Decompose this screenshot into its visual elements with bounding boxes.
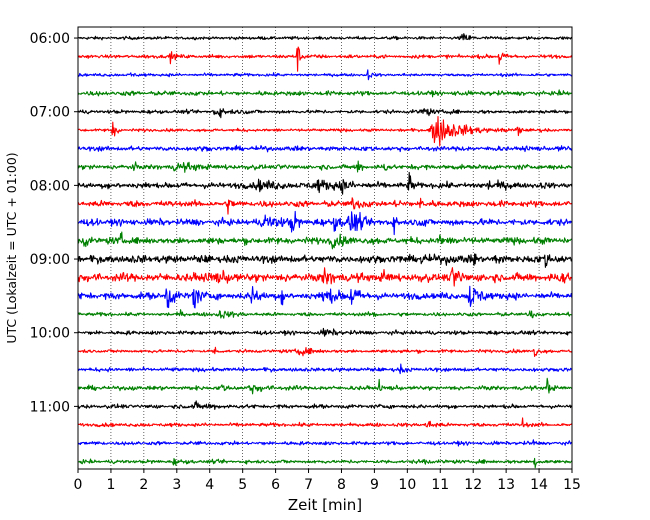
x-tick-label: 2	[139, 477, 148, 493]
plot-frame	[77, 26, 573, 470]
x-tick-label: 4	[205, 477, 214, 493]
y-axis-label: UTC (Lokalzeit = UTC + 01:00)	[4, 152, 19, 343]
trace-line	[77, 285, 573, 309]
trace-line	[77, 327, 573, 337]
trace-line	[77, 69, 573, 81]
trace-line	[77, 33, 572, 41]
y-tick-label: 06:00	[30, 31, 70, 47]
y-tick-label: 08:00	[30, 178, 70, 194]
y-tick-label: 07:00	[30, 105, 70, 121]
trace-line	[77, 457, 573, 469]
trace-line	[77, 363, 572, 375]
trace-line	[77, 417, 573, 428]
y-tick-label: 10:00	[30, 326, 70, 342]
trace-line	[77, 400, 573, 410]
x-axis-label: Zeit [min]	[288, 496, 362, 514]
trace-line	[77, 197, 573, 215]
x-tick-label: 8	[337, 477, 346, 493]
trace-line	[77, 253, 573, 268]
x-tick-label: 1	[106, 477, 115, 493]
trace-line	[77, 439, 572, 447]
x-tick-label: 3	[172, 477, 181, 493]
x-tick-label: 15	[563, 477, 581, 493]
x-tick-label: 10	[398, 477, 416, 493]
x-tick-label: 9	[370, 477, 379, 493]
y-tick-label: 11:00	[30, 399, 70, 415]
trace-line	[77, 210, 573, 236]
y-axis-ticks: 06:00 07:00 08:00 09:00 10:00 11:00	[30, 31, 78, 415]
x-tick-label: 6	[271, 477, 280, 493]
x-tick-label: 11	[431, 477, 449, 493]
trace-line	[77, 116, 573, 147]
trace-line	[77, 377, 573, 395]
x-axis-ticks: 0 1 2 3 4 5 6 7 8 9 10 11 12 13 14 15	[74, 469, 581, 493]
trace-line	[77, 108, 573, 119]
trace-line	[77, 309, 572, 319]
trace-line	[77, 231, 572, 250]
x-tick-label: 7	[304, 477, 313, 493]
x-tick-label: 12	[464, 477, 482, 493]
seismic-traces	[77, 33, 573, 469]
trace-line	[77, 346, 573, 358]
trace-line	[77, 46, 573, 72]
trace-line	[77, 144, 573, 153]
trace-line	[77, 89, 573, 98]
trace-line	[77, 267, 573, 287]
trace-line	[77, 160, 573, 173]
trace-line	[77, 171, 573, 195]
x-tick-label: 0	[74, 477, 83, 493]
x-tick-label: 14	[530, 477, 548, 493]
x-tick-label: 13	[497, 477, 515, 493]
x-tick-label: 5	[238, 477, 247, 493]
y-tick-label: 09:00	[30, 252, 70, 268]
